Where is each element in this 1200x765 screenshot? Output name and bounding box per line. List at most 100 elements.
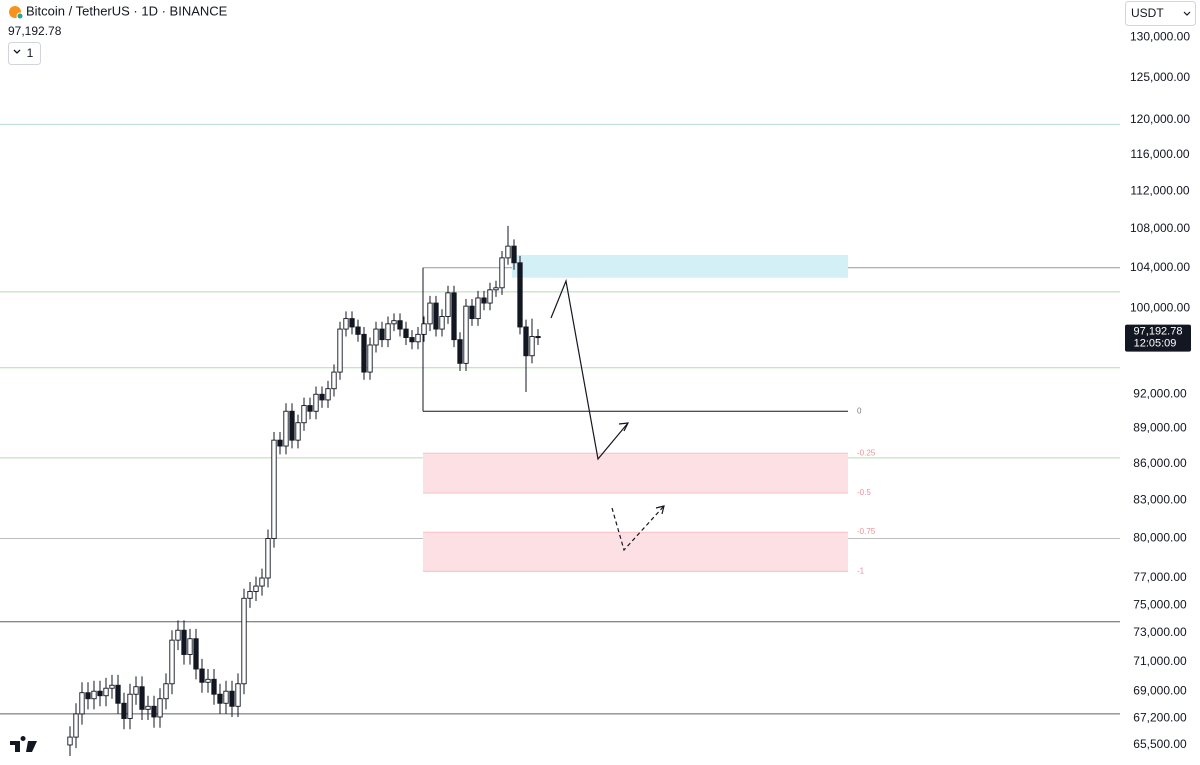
candle-body bbox=[295, 422, 301, 441]
candle-body bbox=[481, 297, 487, 304]
usdt-icon bbox=[16, 12, 24, 20]
candle-body bbox=[487, 289, 493, 304]
dashed-projection bbox=[611, 505, 665, 552]
candle-body bbox=[319, 393, 325, 401]
candle-body bbox=[403, 328, 409, 338]
fib-ratio-label: 0 bbox=[857, 406, 862, 415]
y-tick-label: 69,000.00 bbox=[1133, 683, 1187, 697]
candle-body bbox=[79, 692, 85, 715]
candle-body bbox=[457, 339, 463, 364]
price-tag bbox=[1125, 324, 1191, 352]
y-tick-label: 92,000.00 bbox=[1133, 386, 1187, 400]
arrow-head bbox=[655, 505, 665, 515]
candle-body bbox=[229, 690, 235, 707]
candle-body bbox=[523, 326, 529, 357]
candle-body bbox=[139, 686, 145, 710]
candle-body bbox=[163, 683, 169, 700]
candle-body bbox=[85, 692, 91, 700]
candle-body bbox=[505, 245, 511, 259]
y-tick-label: 80,000.00 bbox=[1133, 531, 1187, 545]
candle-body bbox=[73, 713, 79, 738]
candle-body bbox=[205, 678, 211, 683]
candle-body bbox=[151, 705, 157, 718]
candle-body bbox=[277, 439, 283, 447]
candle-body bbox=[493, 287, 499, 291]
candle-body bbox=[331, 371, 337, 390]
tradingview-logo bbox=[10, 736, 37, 752]
fib-ratio-label: -1 bbox=[857, 566, 865, 575]
y-tick-label: 125,000.00 bbox=[1130, 70, 1190, 84]
candle-body bbox=[361, 333, 367, 373]
y-tick-label: 89,000.00 bbox=[1133, 421, 1187, 435]
y-tick-label: 86,000.00 bbox=[1133, 456, 1187, 470]
y-tick-label: 116,000.00 bbox=[1130, 147, 1189, 161]
symbol-title: Bitcoin / TetherUS · 1D · BINANCE bbox=[26, 3, 228, 18]
candle-body bbox=[463, 305, 469, 364]
candle-body bbox=[451, 292, 457, 341]
candle-body bbox=[337, 328, 343, 373]
candle-body bbox=[211, 678, 217, 695]
y-tick-label: 65,500.00 bbox=[1133, 737, 1187, 751]
candle-body bbox=[253, 585, 259, 592]
candle-body bbox=[97, 690, 103, 697]
candle-body bbox=[313, 393, 319, 412]
candle-body bbox=[307, 405, 313, 412]
candle-body bbox=[133, 686, 139, 695]
candle-body bbox=[271, 439, 277, 539]
currency-select[interactable] bbox=[1125, 1, 1196, 26]
candle-body bbox=[349, 318, 355, 328]
plot-area: 0 -0.25 -0.5 -0.75 -1 bbox=[0, 123, 1120, 757]
candle-body bbox=[391, 320, 397, 325]
y-tick-label: 112,000.00 bbox=[1130, 183, 1189, 197]
candle-body bbox=[259, 577, 265, 587]
chevron bbox=[13, 49, 21, 54]
y-tick-label: 104,000.00 bbox=[1130, 260, 1190, 274]
y-tick-label: 77,000.00 bbox=[1133, 570, 1187, 584]
chevron bbox=[1183, 11, 1191, 16]
y-tick-label: 120,000.00 bbox=[1130, 112, 1190, 126]
y-tick-label: 75,000.00 bbox=[1133, 597, 1187, 611]
indicator-toggle[interactable] bbox=[8, 42, 41, 65]
arrow-head bbox=[618, 422, 630, 432]
candle-body bbox=[373, 328, 379, 346]
y-tick-label: 100,000.00 bbox=[1130, 300, 1190, 314]
candle-body bbox=[157, 698, 163, 718]
y-tick-label: 71,000.00 bbox=[1133, 654, 1187, 668]
fib-zone bbox=[423, 532, 848, 572]
candle-body bbox=[289, 410, 295, 441]
candle-body bbox=[385, 323, 391, 341]
fib-ratio-label: -0.5 bbox=[857, 488, 871, 497]
candle-body bbox=[247, 591, 253, 599]
candle-body bbox=[517, 262, 523, 328]
candle-body bbox=[181, 629, 187, 655]
candle-body bbox=[283, 410, 289, 447]
candle-body bbox=[415, 333, 421, 343]
candle-body bbox=[301, 405, 307, 424]
candle-body bbox=[511, 245, 517, 264]
y-tick-label: 108,000.00 bbox=[1130, 221, 1190, 235]
fib-ratio-label: -0.75 bbox=[857, 527, 876, 536]
currency-label: USDT bbox=[1131, 6, 1164, 20]
price-axis: 130,000.00 125,000.00 120,000.00 116,000.00… bbox=[1120, 30, 1191, 751]
candle-body bbox=[367, 344, 373, 373]
candle-body bbox=[475, 297, 481, 320]
candle-body bbox=[397, 320, 403, 330]
y-tick-label: 130,000.00 bbox=[1130, 30, 1190, 44]
candle-body bbox=[355, 326, 361, 335]
candle-body bbox=[67, 736, 73, 746]
y-tick-label: 73,000.00 bbox=[1133, 625, 1187, 639]
candle-body bbox=[439, 316, 445, 330]
candle-body bbox=[265, 538, 271, 579]
toggle-count: 1 bbox=[27, 46, 34, 60]
candle-body bbox=[103, 687, 109, 697]
price-tag-value: 97,192.78 bbox=[1134, 326, 1183, 338]
candle-body bbox=[187, 638, 193, 655]
fib-ratio-label: -0.25 bbox=[857, 448, 876, 457]
candle-body bbox=[193, 638, 199, 670]
candle-body bbox=[433, 302, 439, 330]
candle-body bbox=[343, 318, 349, 330]
y-tick-label: 83,000.00 bbox=[1133, 493, 1187, 507]
candle-body bbox=[529, 336, 535, 357]
candle-body bbox=[145, 705, 151, 710]
